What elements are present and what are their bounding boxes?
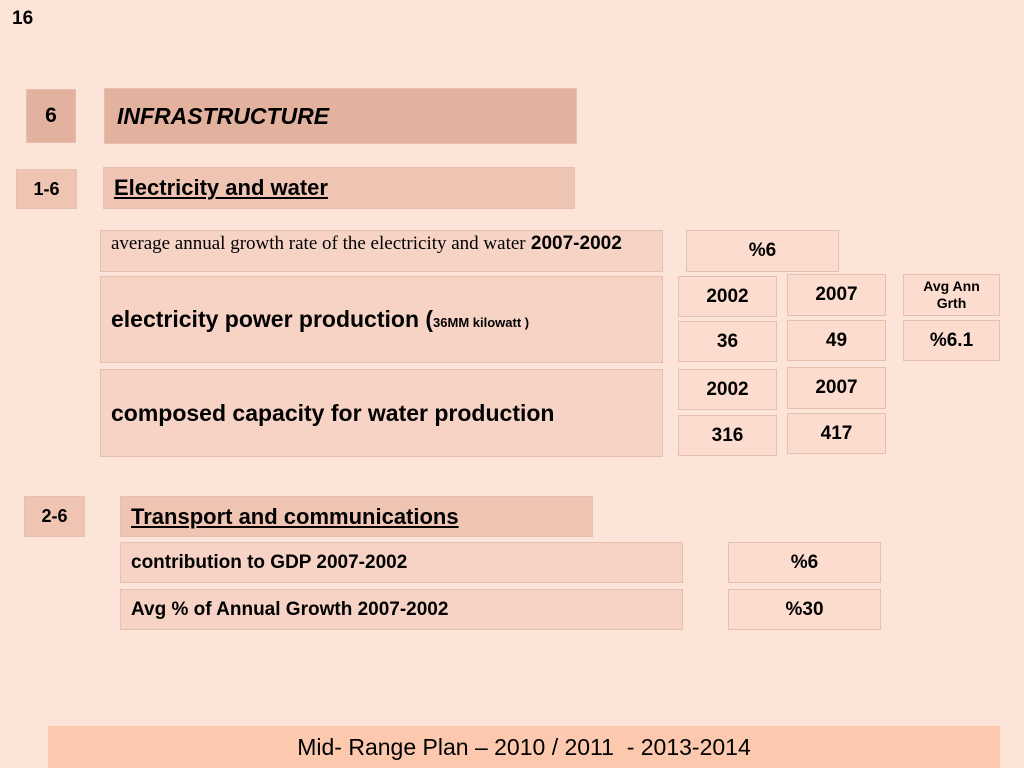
water-label: composed capacity for water production [111,399,555,426]
subsection-number: 1-6 [33,178,60,199]
summary-value-box: %6 [686,230,839,272]
subsection-title: Electricity and water [114,175,328,200]
annual-growth-label-box: Avg % of Annual Growth 2007-2002 [120,589,683,630]
water-year-b-text: 2007 [815,377,858,398]
subsection-title-box: Electricity and water [103,167,575,209]
electricity-value-a: 36 [678,321,777,362]
water-value-a-text: 316 [711,424,744,446]
slide-number: 16 [12,8,34,29]
electricity-growth-header-text: Avg Ann Grth [923,278,980,311]
water-value-b: 417 [787,413,886,454]
gdp-contribution-label-box: contribution to GDP 2007-2002 [120,542,683,583]
electricity-year-a: 2002 [678,276,777,317]
electricity-value-b: 49 [787,320,886,361]
electricity-growth-header: Avg Ann Grth [903,274,1000,316]
summary-label-years: 2007-2002 [530,233,622,254]
section-number-badge: 6 [26,89,76,143]
footer-banner: Mid- Range Plan – 2010 / 2011 - 2013-201… [48,726,1000,768]
electricity-label-main: electricity power production ( [111,306,434,332]
subsection-number-badge: 1-6 [16,169,77,209]
electricity-year-b-text: 2007 [815,284,858,305]
gdp-contribution-value: %6 [790,551,819,573]
electricity-growth-value-text: %6.1 [929,329,974,351]
section-number: 6 [45,104,57,127]
electricity-growth-value: %6.1 [903,320,1000,361]
electricity-value-b-text: 49 [825,329,848,351]
electricity-year-b: 2007 [787,274,886,316]
subsection-2-number: 2-6 [41,506,68,526]
summary-value: %6 [748,240,777,261]
water-year-a-text: 2002 [706,378,749,400]
electricity-label-box: electricity power production (36MM kilow… [100,276,663,363]
water-value-a: 316 [678,415,777,456]
electricity-label-unit: 36MM kilowatt ) [433,315,530,330]
annual-growth-value: %30 [785,598,824,620]
annual-growth-label: Avg % of Annual Growth 2007-2002 [131,598,449,620]
footer-text: Mid- Range Plan – 2010 / 2011 - 2013-201… [297,733,751,760]
water-year-a: 2002 [678,369,777,410]
annual-growth-value-box: %30 [728,589,881,630]
water-value-b-text: 417 [820,422,853,444]
summary-label-box: average annual growth rate of the electr… [100,230,663,272]
summary-label-text: average annual growth rate of the electr… [111,233,526,254]
subsection-2-number-badge: 2-6 [24,496,85,537]
electricity-value-a-text: 36 [716,330,739,352]
subsection-2-title-box: Transport and communications [120,496,593,537]
section-title: INFRASTRUCTURE [117,102,330,129]
electricity-year-a-text: 2002 [706,285,749,307]
water-label-box: composed capacity for water production [100,369,663,457]
gdp-contribution-value-box: %6 [728,542,881,583]
section-title-box: INFRASTRUCTURE [104,88,577,144]
gdp-contribution-label: contribution to GDP 2007-2002 [131,551,408,573]
subsection-2-title: Transport and communications [131,503,459,529]
water-year-b: 2007 [787,367,886,409]
